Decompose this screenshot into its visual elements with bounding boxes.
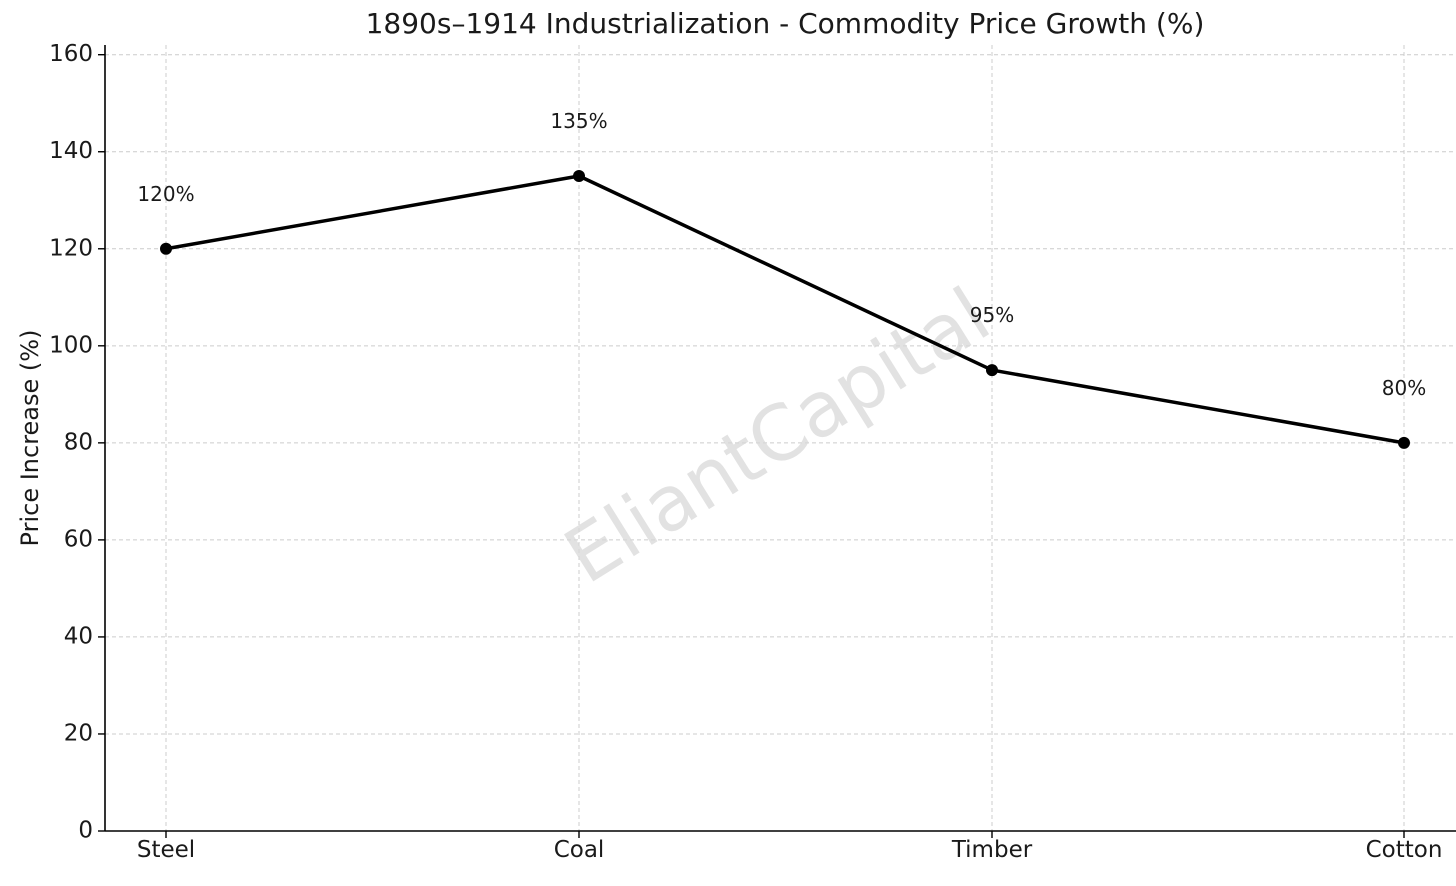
data-point-marker bbox=[986, 364, 998, 377]
x-tick-label: Coal bbox=[554, 837, 605, 863]
x-tick-label: Cotton bbox=[1366, 837, 1443, 863]
data-point-marker bbox=[1398, 436, 1410, 449]
data-point-marker bbox=[160, 242, 172, 255]
x-ticks: Steel Coal Timber Cotton bbox=[137, 831, 1443, 863]
y-tick-label: 40 bbox=[64, 623, 93, 649]
x-tick-label: Timber bbox=[951, 837, 1033, 863]
y-tick-label: 20 bbox=[64, 720, 93, 746]
watermark-text: EliantCapital bbox=[549, 270, 1004, 601]
chart-title: 1890s–1914 Industrialization - Commodity… bbox=[366, 7, 1205, 40]
y-tick-label: 80 bbox=[64, 429, 93, 455]
axes bbox=[104, 45, 1456, 832]
data-labels: 120% 135% 95% 80% bbox=[137, 109, 1426, 400]
y-tick-label: 140 bbox=[49, 138, 93, 164]
data-label: 135% bbox=[550, 109, 607, 133]
y-ticks: 0 20 40 60 80 100 120 140 160 bbox=[49, 41, 105, 844]
series-line-path bbox=[165, 174, 1405, 445]
y-tick-label: 100 bbox=[49, 332, 93, 358]
watermark: EliantCapital bbox=[549, 270, 1004, 601]
y-tick-label: 0 bbox=[78, 818, 93, 844]
y-tick-label: 60 bbox=[64, 526, 93, 552]
series-line bbox=[160, 170, 1410, 449]
y-tick-label: 160 bbox=[49, 41, 93, 67]
data-label: 120% bbox=[137, 182, 194, 206]
grid-lines bbox=[105, 45, 1456, 831]
data-point-marker bbox=[573, 170, 585, 182]
data-label: 80% bbox=[1382, 376, 1426, 400]
y-tick-label: 120 bbox=[49, 235, 93, 261]
x-tick-label: Steel bbox=[137, 837, 195, 863]
y-axis-label: Price Increase (%) bbox=[16, 330, 44, 547]
data-label: 95% bbox=[970, 303, 1014, 327]
